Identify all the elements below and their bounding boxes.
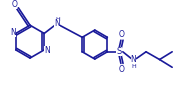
Text: H: H	[131, 64, 136, 69]
Text: N: N	[131, 55, 136, 64]
Text: O: O	[119, 30, 125, 39]
Text: S: S	[116, 47, 122, 56]
Text: H: H	[55, 17, 60, 22]
Text: N: N	[10, 28, 16, 37]
Text: O: O	[119, 65, 125, 74]
Text: O: O	[12, 0, 18, 9]
Text: N: N	[44, 46, 50, 55]
Text: N: N	[54, 19, 60, 28]
